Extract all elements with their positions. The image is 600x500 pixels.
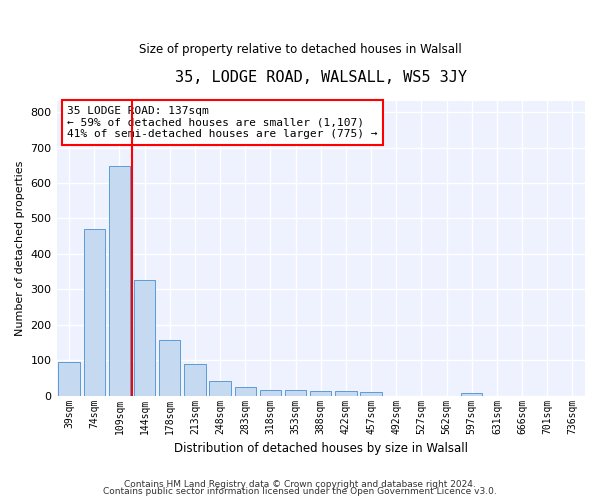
Bar: [184, 364, 206, 396]
Text: 35 LODGE ROAD: 137sqm
← 59% of detached houses are smaller (1,107)
41% of semi-d: 35 LODGE ROAD: 137sqm ← 59% of detached …: [67, 106, 377, 139]
Bar: [83, 229, 105, 396]
Bar: [461, 393, 482, 396]
Bar: [109, 166, 130, 396]
Bar: [260, 390, 281, 396]
Bar: [310, 390, 331, 396]
Y-axis label: Number of detached properties: Number of detached properties: [15, 161, 25, 336]
Bar: [134, 280, 155, 396]
X-axis label: Distribution of detached houses by size in Walsall: Distribution of detached houses by size …: [174, 442, 468, 455]
Bar: [361, 392, 382, 396]
Text: Contains public sector information licensed under the Open Government Licence v3: Contains public sector information licen…: [103, 487, 497, 496]
Bar: [209, 382, 231, 396]
Bar: [235, 388, 256, 396]
Text: Contains HM Land Registry data © Crown copyright and database right 2024.: Contains HM Land Registry data © Crown c…: [124, 480, 476, 489]
Title: 35, LODGE ROAD, WALSALL, WS5 3JY: 35, LODGE ROAD, WALSALL, WS5 3JY: [175, 70, 467, 85]
Bar: [159, 340, 181, 396]
Bar: [58, 362, 80, 396]
Bar: [285, 390, 307, 396]
Text: Size of property relative to detached houses in Walsall: Size of property relative to detached ho…: [139, 42, 461, 56]
Bar: [335, 390, 356, 396]
